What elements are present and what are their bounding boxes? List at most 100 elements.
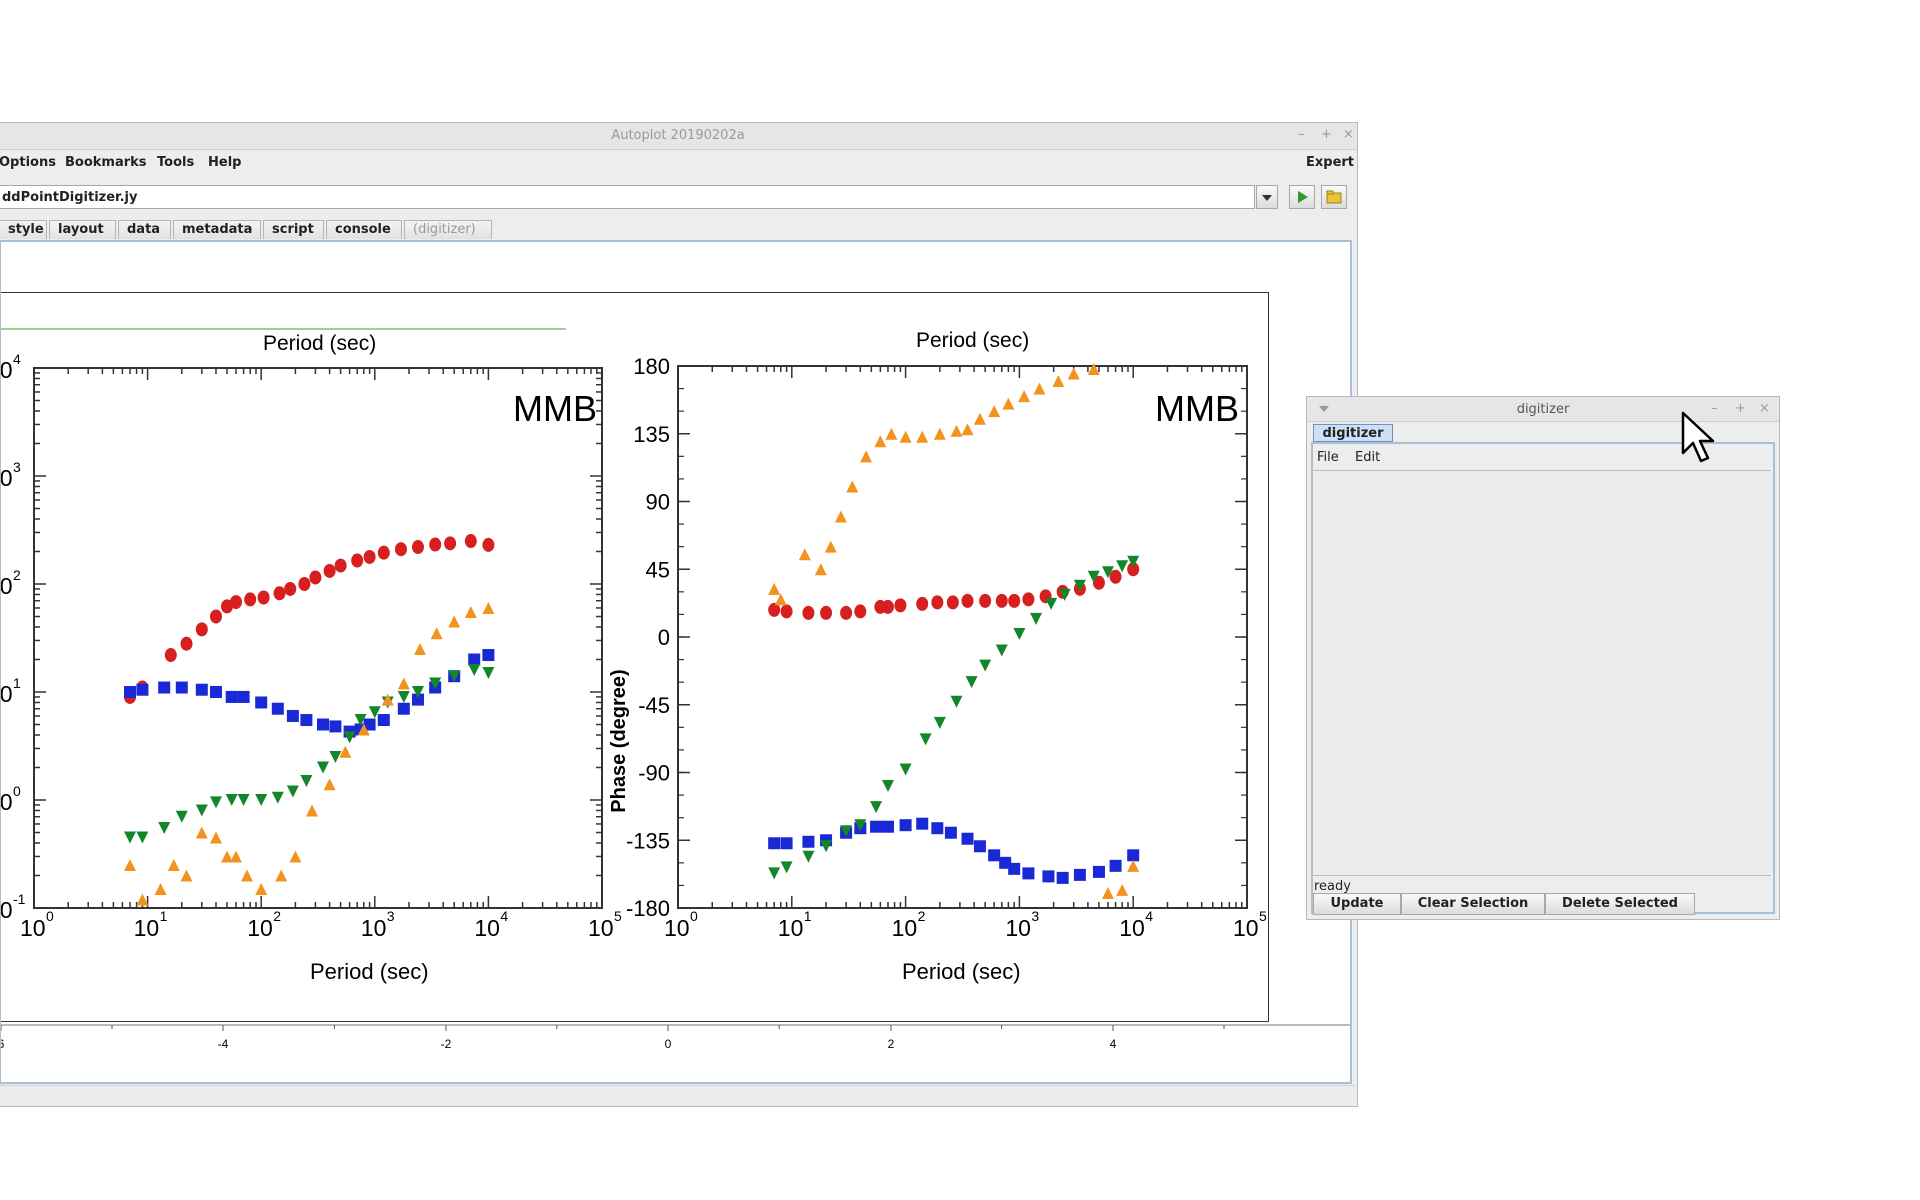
data-point <box>136 831 149 844</box>
data-point <box>209 686 222 698</box>
data-point <box>175 810 188 823</box>
data-point <box>768 602 781 617</box>
data-point <box>860 450 873 463</box>
data-point <box>1116 560 1129 573</box>
tab-console[interactable]: console <box>326 220 402 239</box>
menu-bookmarks[interactable]: Bookmarks <box>65 155 147 170</box>
minimize-icon[interactable]: – <box>1298 127 1305 142</box>
data-point <box>899 819 912 832</box>
expert-menu[interactable]: Expert <box>1306 155 1355 170</box>
data-point <box>257 590 270 605</box>
left-plot-frame <box>33 367 603 909</box>
right-xlabel: Period (sec) <box>902 959 1021 984</box>
points-table[interactable] <box>1313 470 1771 876</box>
data-point <box>255 794 268 806</box>
y-tick-label: 180 <box>633 354 670 379</box>
x-tick-exponent: 1 <box>160 908 168 924</box>
canvas-panel[interactable]: Period (sec) Period (sec) Period (sec) P… <box>0 240 1352 1084</box>
data-point <box>973 840 986 853</box>
data-point <box>195 826 208 839</box>
update-button[interactable]: Update <box>1313 893 1401 915</box>
data-point <box>397 677 410 690</box>
uri-input[interactable]: ddPointDigitizer.jy <box>0 185 1255 209</box>
left-ytick-labels: 10-1100101102103104 <box>0 351 26 923</box>
data-point <box>1073 868 1086 881</box>
close-icon[interactable]: × <box>1759 401 1770 416</box>
right-top-label: Period (sec) <box>916 329 1029 352</box>
data-point <box>317 718 330 731</box>
data-point <box>300 714 313 727</box>
y-tick-exponent: 0 <box>13 783 21 799</box>
data-point <box>995 593 1008 608</box>
menu-edit[interactable]: Edit <box>1355 450 1381 465</box>
go-button[interactable] <box>1289 185 1315 209</box>
window-menu-icon[interactable] <box>1317 404 1331 416</box>
data-point <box>429 677 442 690</box>
data-point <box>381 693 394 706</box>
data-point <box>221 599 234 614</box>
clear-selection-button[interactable]: Clear Selection <box>1401 893 1545 915</box>
menu-tools[interactable]: Tools <box>157 155 195 170</box>
tab-metadata[interactable]: metadata <box>173 220 261 239</box>
left-annotation: MMB <box>513 388 597 429</box>
tab-style[interactable]: style <box>0 220 47 239</box>
close-icon[interactable]: × <box>1343 127 1354 142</box>
data-point <box>1013 627 1026 640</box>
data-point <box>933 716 946 729</box>
bottom-axis: 6 -4 -2 0 2 4 <box>1 1024 1350 1051</box>
data-point <box>1087 363 1100 376</box>
data-point <box>209 609 222 624</box>
data-point <box>1092 865 1105 878</box>
tab-data[interactable]: data <box>118 220 171 239</box>
plot-image[interactable]: Period (sec) Period (sec) Period (sec) P… <box>0 292 1269 1022</box>
x-tick-exponent: 0 <box>46 908 54 924</box>
tab-digitizer-panel[interactable]: digitizer <box>1313 424 1393 442</box>
data-point <box>343 731 356 744</box>
data-point <box>973 412 986 425</box>
data-point <box>916 430 929 443</box>
data-point <box>237 690 250 703</box>
data-point <box>357 723 370 736</box>
tab-layout[interactable]: layout <box>49 220 116 239</box>
digitizer-titlebar[interactable]: digitizer – + × <box>1307 397 1779 422</box>
data-point <box>894 598 907 613</box>
data-point <box>1002 397 1015 410</box>
menu-help[interactable]: Help <box>208 155 242 170</box>
data-point <box>1042 870 1055 883</box>
menu-file[interactable]: File <box>1317 450 1339 465</box>
maximize-icon[interactable]: + <box>1735 401 1746 416</box>
data-point <box>780 604 793 619</box>
data-point <box>195 683 208 696</box>
data-point <box>136 683 149 696</box>
data-point <box>482 601 495 614</box>
data-point <box>275 869 288 882</box>
y-tick-label: -90 <box>638 761 670 786</box>
data-point <box>933 427 946 440</box>
data-point <box>1127 849 1140 862</box>
data-point <box>961 423 974 436</box>
minimize-icon[interactable]: – <box>1711 401 1718 416</box>
maximize-icon[interactable]: + <box>1321 127 1332 142</box>
open-file-button[interactable] <box>1321 185 1347 209</box>
menu-options[interactable]: Options <box>0 155 56 170</box>
tab-script[interactable]: script <box>263 220 324 239</box>
y-tick-label: 45 <box>646 557 670 582</box>
bottom-axis-label: -2 <box>441 1037 452 1051</box>
data-point <box>919 733 932 746</box>
data-point <box>286 709 299 722</box>
digitizer-window: digitizer – + × digitizer File Edit read… <box>1306 396 1780 920</box>
data-point <box>899 430 912 443</box>
main-titlebar[interactable]: Autoplot 20190202a – + × <box>0 123 1357 150</box>
data-point <box>870 820 883 833</box>
data-point <box>1030 612 1043 625</box>
data-point <box>298 577 311 591</box>
data-point <box>237 794 250 806</box>
data-point <box>1127 562 1140 577</box>
data-point <box>482 666 495 679</box>
chevron-down-icon <box>1262 195 1272 201</box>
uri-history-button[interactable] <box>1256 185 1278 209</box>
tab-digitizer[interactable]: (digitizer) <box>404 220 492 239</box>
data-point <box>768 837 781 850</box>
delete-selected-button[interactable]: Delete Selected <box>1545 893 1695 915</box>
data-point <box>323 778 336 791</box>
